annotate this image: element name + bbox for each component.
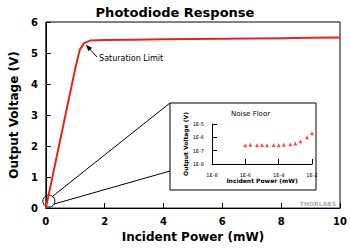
svg-text:1E-7: 1E-7 (193, 148, 204, 154)
svg-text:Output Voltage (V): Output Voltage (V) (182, 112, 190, 176)
svg-text:1E-2: 1E-2 (306, 172, 317, 178)
svg-text:0: 0 (31, 203, 38, 214)
svg-text:2: 2 (101, 216, 108, 227)
svg-text:1E-8: 1E-8 (193, 161, 204, 167)
svg-text:2: 2 (31, 141, 38, 152)
svg-text:5: 5 (31, 48, 38, 59)
svg-text:Photodiode Response: Photodiode Response (96, 5, 255, 20)
svg-text:6: 6 (219, 216, 226, 227)
svg-text:4: 4 (160, 216, 167, 227)
svg-text:THORLABS: THORLABS (300, 200, 336, 207)
svg-text:1E-8: 1E-8 (206, 172, 217, 178)
svg-text:Saturation Limit: Saturation Limit (99, 54, 163, 63)
svg-text:6: 6 (31, 17, 38, 28)
svg-text:1E-6: 1E-6 (240, 172, 251, 178)
svg-text:8: 8 (278, 216, 285, 227)
svg-text:Noise Floor: Noise Floor (231, 110, 270, 118)
svg-text:3: 3 (31, 110, 38, 121)
svg-text:1E-6: 1E-6 (193, 134, 204, 140)
svg-text:1E-5: 1E-5 (193, 121, 204, 127)
svg-text:4: 4 (31, 79, 38, 90)
svg-text:Output Voltage (V): Output Voltage (V) (7, 51, 21, 179)
svg-text:10: 10 (333, 216, 347, 227)
svg-text:Incident Power (mW): Incident Power (mW) (226, 177, 298, 184)
svg-text:1: 1 (31, 172, 38, 183)
svg-text:Incident Power (mW): Incident Power (mW) (122, 230, 265, 244)
svg-text:1E-4: 1E-4 (273, 172, 284, 178)
svg-text:0: 0 (42, 216, 49, 227)
